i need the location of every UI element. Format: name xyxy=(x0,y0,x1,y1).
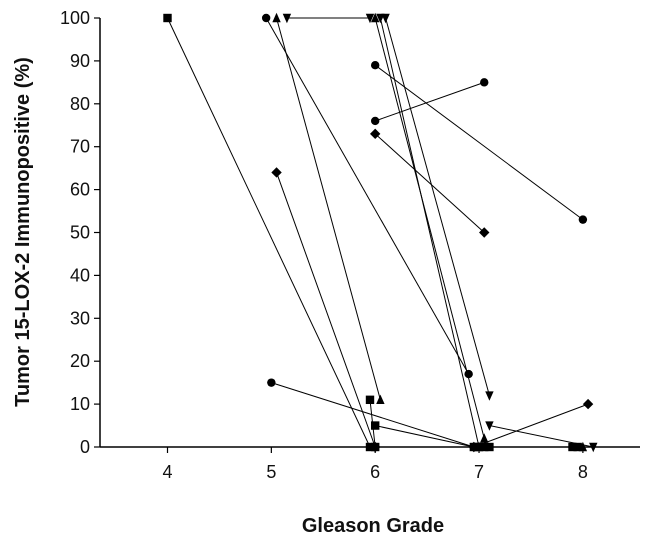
series-line xyxy=(374,17,485,439)
data-point xyxy=(365,395,375,405)
series-line xyxy=(375,425,474,448)
series-line xyxy=(375,81,485,122)
data-point xyxy=(282,13,292,24)
chart-series xyxy=(163,12,598,453)
data-point xyxy=(578,441,588,452)
data-point xyxy=(589,442,598,453)
data-point xyxy=(261,13,271,23)
y-tick-label: 90 xyxy=(70,51,90,71)
x-tick-label: 8 xyxy=(578,462,588,482)
series-line xyxy=(379,17,480,448)
data-point xyxy=(582,398,594,410)
data-point xyxy=(369,441,381,453)
data-point xyxy=(485,391,494,401)
data-point xyxy=(480,78,489,87)
data-point xyxy=(370,421,380,430)
series-line xyxy=(374,133,485,233)
data-point xyxy=(267,378,276,387)
data-point xyxy=(479,227,490,238)
series-group xyxy=(282,13,375,24)
data-point xyxy=(578,215,588,224)
x-tick-label: 4 xyxy=(162,462,172,482)
series-line xyxy=(385,17,490,396)
x-tick-label: 6 xyxy=(370,462,380,482)
series-group xyxy=(370,78,489,126)
y-tick-label: 100 xyxy=(60,8,90,28)
series-group xyxy=(369,128,490,238)
data-point xyxy=(272,12,281,23)
series-line xyxy=(489,425,594,448)
series-group xyxy=(370,12,489,443)
series-line xyxy=(276,172,376,448)
chart-axes: 0 10 20 30 40 50 60 70 80 90 100 4 5 6 7 8 xyxy=(60,8,640,482)
data-point xyxy=(370,116,380,126)
x-axis-title: Gleason Grade xyxy=(302,515,444,537)
data-point xyxy=(376,394,385,405)
series-group xyxy=(271,167,381,453)
x-tick-label: 5 xyxy=(266,462,276,482)
data-point xyxy=(370,60,380,70)
y-tick-label: 80 xyxy=(70,94,90,114)
data-point xyxy=(376,13,385,24)
series-group xyxy=(485,421,598,453)
y-tick-label: 30 xyxy=(70,308,90,328)
series-line xyxy=(167,17,371,448)
y-tick-label: 50 xyxy=(70,223,90,243)
data-point xyxy=(474,442,484,453)
y-tick-label: 40 xyxy=(70,265,90,285)
y-tick-label: 10 xyxy=(70,394,90,414)
data-point xyxy=(485,421,494,431)
series-group xyxy=(381,13,494,401)
y-axis-title: Tumor 15-LOX-2 Immunopositive (%) xyxy=(12,57,34,407)
y-tick-label: 0 xyxy=(80,437,90,457)
series-group xyxy=(370,60,588,224)
series-line xyxy=(265,17,470,375)
data-point xyxy=(369,128,381,140)
series-group xyxy=(376,13,484,453)
series-group xyxy=(272,12,385,405)
y-tick-label: 70 xyxy=(70,137,90,157)
y-tick-label: 60 xyxy=(70,180,90,200)
x-tick-label: 7 xyxy=(474,462,484,482)
series-line xyxy=(473,403,589,448)
data-point xyxy=(163,13,172,23)
y-tick-label: 20 xyxy=(70,351,90,371)
data-point xyxy=(365,13,375,24)
series-line xyxy=(271,382,474,448)
series-group xyxy=(261,13,473,379)
data-point xyxy=(480,433,489,443)
data-point xyxy=(271,167,282,178)
series-line xyxy=(276,17,381,400)
data-point xyxy=(370,12,380,23)
series-line xyxy=(374,64,584,221)
